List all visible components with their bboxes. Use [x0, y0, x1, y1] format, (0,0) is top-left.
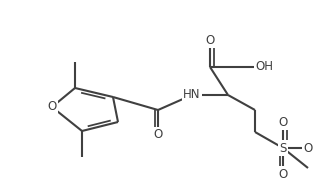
Text: O: O	[205, 33, 215, 47]
Text: S: S	[279, 141, 287, 155]
Text: HN: HN	[183, 89, 201, 102]
Text: O: O	[278, 167, 288, 181]
Text: O: O	[47, 100, 57, 114]
Text: OH: OH	[255, 61, 273, 73]
Text: O: O	[278, 116, 288, 128]
Text: O: O	[303, 141, 313, 155]
Text: O: O	[153, 128, 163, 141]
